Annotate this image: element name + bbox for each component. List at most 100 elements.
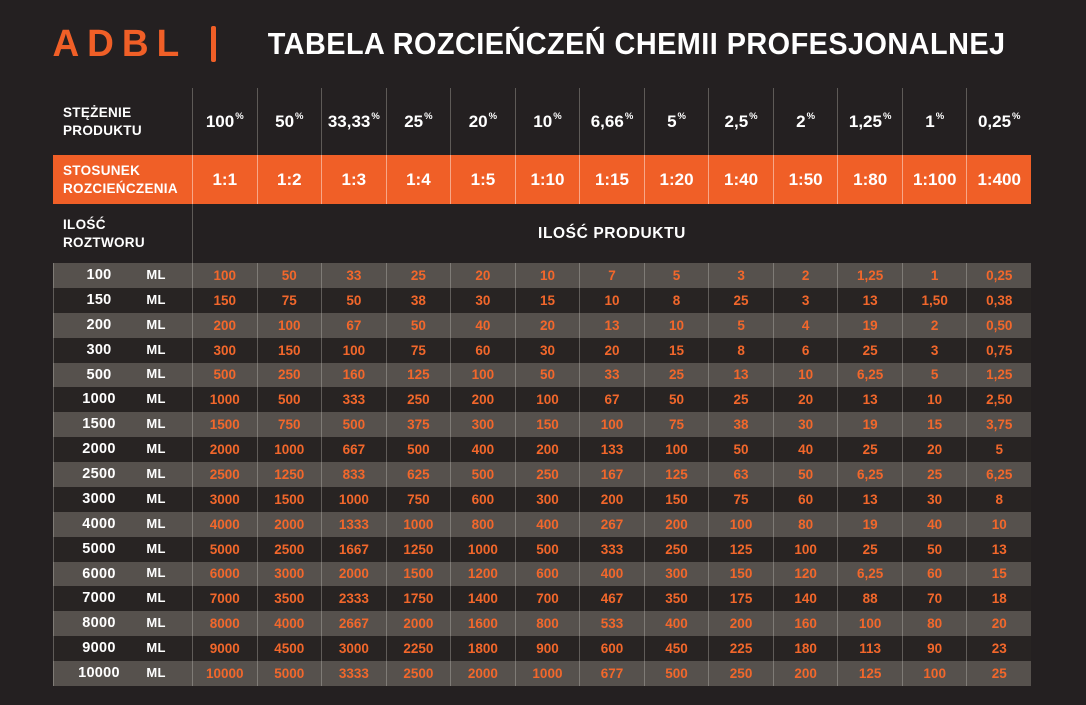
table-body: 100 ML 100 50 33 25 20 10 7 5 3 2 1,25 1 0,25 150 ML 150 7… bbox=[53, 263, 1031, 686]
product-amount-cell: 1250 bbox=[385, 536, 451, 562]
concentration-value-cell: 2% bbox=[772, 88, 838, 155]
product-amount-cell: 500 bbox=[385, 437, 451, 462]
product-amount-cell: 2667 bbox=[321, 611, 386, 637]
product-amount-cell: 90 bbox=[901, 636, 967, 661]
product-amount-cell: 140 bbox=[772, 586, 838, 612]
concentration-value-cell: 1% bbox=[901, 88, 967, 155]
product-amount-cell: 5 bbox=[901, 362, 967, 388]
product-amount-cell: 75 bbox=[385, 337, 451, 363]
product-amount-cell: 125 bbox=[643, 462, 709, 487]
product-amount-cell: 160 bbox=[321, 362, 386, 388]
dilution-ratio-cell: 1:2 bbox=[256, 155, 322, 204]
product-amount-cell: 25 bbox=[901, 462, 967, 487]
product-amount-cell: 450 bbox=[643, 636, 709, 661]
product-amount-cell: 2000 bbox=[256, 511, 322, 537]
product-amount-cell: 3,75 bbox=[966, 412, 1031, 438]
product-amount-cell: 20 bbox=[772, 387, 838, 413]
unit-label: ML bbox=[146, 316, 166, 332]
dilution-ratio-cell: 1:40 bbox=[708, 155, 773, 204]
dilution-ratio-cell: 1:1 bbox=[192, 155, 257, 204]
product-amount-cell: 25 bbox=[837, 536, 902, 562]
product-amount-cell: 4500 bbox=[256, 636, 322, 661]
product-amount-cell: 5 bbox=[708, 312, 773, 338]
product-amount-cell: 150 bbox=[514, 412, 580, 438]
row-label-cell: 9000 ML bbox=[53, 636, 192, 661]
product-amount-cell: 533 bbox=[579, 611, 644, 637]
unit-label: ML bbox=[146, 664, 166, 680]
product-amount-cell: 3000 bbox=[321, 636, 386, 661]
product-amount-cell: 100 bbox=[256, 312, 322, 338]
unit-label: ML bbox=[146, 540, 166, 556]
product-amount-cell: 200 bbox=[514, 437, 580, 462]
product-amount-cell: 125 bbox=[708, 536, 773, 562]
page-title: TABELA ROZCIEŃCZEŃ CHEMII PROFESJONALNEJ bbox=[267, 26, 1006, 61]
product-amount-cell: 20 bbox=[579, 337, 644, 363]
product-amount-cell: 50 bbox=[256, 263, 322, 288]
product-amount-cell: 1333 bbox=[321, 511, 386, 537]
table-row: 7000 ML 7000 3500 2333 1750 1400 700 467 350 175 14… bbox=[53, 586, 1031, 612]
product-amount-cell: 9000 bbox=[192, 636, 257, 661]
concentration-value-cell: 20% bbox=[450, 88, 515, 155]
concentration-value: 10 bbox=[533, 111, 553, 131]
product-amount-cell: 225 bbox=[708, 636, 773, 661]
percent-sign: % bbox=[553, 111, 562, 122]
product-amount-cell: 50 bbox=[772, 462, 838, 487]
product-amount-cell: 400 bbox=[450, 437, 515, 462]
product-amount-cell: 3500 bbox=[256, 586, 322, 612]
product-amount-cell: 15 bbox=[514, 287, 580, 313]
product-amount-header: ILOŚĆ PRODUKTU bbox=[192, 204, 1031, 263]
unit-label: ML bbox=[146, 441, 166, 457]
product-amount-cell: 100 bbox=[837, 611, 902, 637]
product-amount-cell: 0,50 bbox=[966, 312, 1031, 338]
product-amount-cell: 100 bbox=[901, 661, 967, 686]
product-amount-cell: 1667 bbox=[321, 536, 386, 562]
table-row: 100 ML 100 50 33 25 20 10 7 5 3 2 1,25 1 0,25 bbox=[53, 263, 1031, 288]
concentration-label-line2: PRODUKTU bbox=[63, 122, 142, 138]
product-amount-cell: 38 bbox=[708, 412, 773, 438]
product-amount-cell: 13 bbox=[708, 362, 773, 388]
product-amount-cell: 600 bbox=[514, 561, 580, 587]
product-amount-cell: 125 bbox=[385, 362, 451, 388]
product-amount-cell: 8 bbox=[643, 287, 709, 313]
product-amount-cell: 6,25 bbox=[837, 462, 902, 487]
concentration-value-cell: 2,5% bbox=[708, 88, 773, 155]
concentration-value: 1,25 bbox=[848, 111, 882, 131]
concentration-value: 2 bbox=[796, 111, 806, 131]
concentration-value: 2,5 bbox=[724, 111, 749, 131]
solution-amount: 100 bbox=[86, 267, 112, 284]
product-amount-cell: 800 bbox=[514, 611, 580, 637]
percent-sign: % bbox=[882, 111, 892, 122]
product-amount-cell: 7 bbox=[579, 263, 644, 288]
product-amount-cell: 200 bbox=[772, 661, 838, 686]
dilution-ratio-cell: 1:4 bbox=[385, 155, 451, 204]
product-amount-cell: 150 bbox=[192, 287, 257, 313]
product-amount-cell: 1,25 bbox=[837, 263, 902, 288]
dilution-ratio-cell: 1:10 bbox=[514, 155, 580, 204]
solution-amount: 6000 bbox=[82, 565, 116, 582]
concentration-value-cell: 10% bbox=[514, 88, 580, 155]
product-amount-cell: 23 bbox=[966, 636, 1031, 661]
table-row: 200 ML 200 100 67 50 40 20 13 10 5 4 19 2 0,50 bbox=[53, 312, 1031, 338]
product-amount-cell: 200 bbox=[579, 486, 644, 512]
product-amount-cell: 13 bbox=[966, 536, 1031, 562]
product-amount-cell: 150 bbox=[708, 561, 773, 587]
product-amount-cell: 600 bbox=[450, 486, 515, 512]
concentration-value: 6,66 bbox=[590, 111, 624, 131]
product-amount-cell: 20 bbox=[450, 263, 515, 288]
product-amount-cell: 2000 bbox=[321, 561, 386, 587]
product-amount-cell: 160 bbox=[772, 611, 838, 637]
row-label-cell: 200 ML bbox=[53, 312, 192, 338]
product-amount-cell: 60 bbox=[772, 486, 838, 512]
product-amount-cell: 30 bbox=[772, 412, 838, 438]
concentration-label-line1: STĘŻENIE bbox=[63, 104, 132, 120]
product-amount-cell: 1200 bbox=[450, 561, 515, 587]
product-amount-cell: 4 bbox=[772, 312, 838, 338]
product-amount-cell: 4000 bbox=[192, 511, 257, 537]
row-label-cell: 2000 ML bbox=[53, 437, 192, 462]
product-amount-cell: 100 bbox=[514, 387, 580, 413]
product-amount-cell: 1500 bbox=[256, 486, 322, 512]
info-row: ILOŚĆ ROZTWORU ILOŚĆ PRODUKTU bbox=[53, 204, 1031, 263]
product-amount-cell: 70 bbox=[901, 586, 967, 612]
product-amount-cell: 30 bbox=[514, 337, 580, 363]
unit-label: ML bbox=[146, 590, 166, 606]
